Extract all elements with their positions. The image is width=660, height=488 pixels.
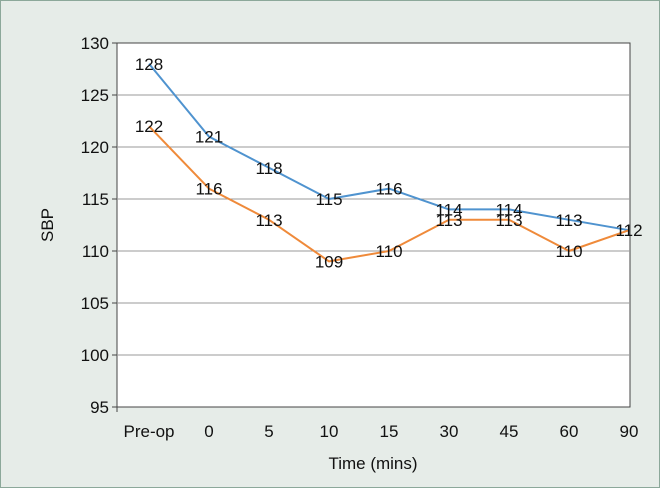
x-tick-label: 45 xyxy=(500,422,519,441)
data-label: 128 xyxy=(135,55,163,74)
data-label: 113 xyxy=(555,211,582,230)
data-label: 121 xyxy=(195,128,223,147)
grid-lines xyxy=(117,94,630,356)
y-tick-label: 125 xyxy=(81,86,109,105)
data-label: 110 xyxy=(555,242,582,261)
series-group xyxy=(148,63,630,263)
x-tick-label: 0 xyxy=(204,422,213,441)
data-label: 113 xyxy=(435,211,462,230)
x-tick-label: 60 xyxy=(560,422,579,441)
data-label: 122 xyxy=(135,117,163,136)
y-tick-label: 130 xyxy=(81,34,109,53)
data-label: 109 xyxy=(315,252,343,271)
y-tick-label: 95 xyxy=(90,398,109,417)
x-tick-label: 10 xyxy=(320,422,339,441)
data-label: 116 xyxy=(375,180,402,199)
x-axis-ticks: Pre-op 0 5 10 15 30 45 60 90 xyxy=(116,407,639,441)
data-label: 114 xyxy=(435,200,462,219)
y-tick-label: 120 xyxy=(81,138,109,157)
data-label: 113 xyxy=(495,211,522,230)
data-label: 118 xyxy=(255,159,282,178)
x-tick-label: Pre-op xyxy=(123,422,174,441)
y-tick-label: 105 xyxy=(81,294,109,313)
y-tick-label: 115 xyxy=(82,190,109,209)
x-axis-title: Time (mins) xyxy=(328,454,417,473)
y-tick-label: 110 xyxy=(82,242,109,261)
y-tick-label: 100 xyxy=(81,346,109,365)
data-label: 112 xyxy=(615,221,642,240)
data-label: 115 xyxy=(315,190,342,209)
data-label: 114 xyxy=(495,200,522,219)
x-tick-label: 5 xyxy=(264,422,273,441)
data-label: 113 xyxy=(255,211,282,230)
x-tick-label: 90 xyxy=(620,422,639,441)
data-label: 110 xyxy=(375,242,402,261)
data-label: 116 xyxy=(195,180,222,199)
plot-area xyxy=(116,42,631,408)
x-tick-label: 30 xyxy=(440,422,459,441)
x-tick-label: 15 xyxy=(380,422,399,441)
y-axis-ticks: 95 100 105 110 115 120 125 130 xyxy=(81,34,117,417)
y-axis-title: SBP xyxy=(38,208,57,242)
